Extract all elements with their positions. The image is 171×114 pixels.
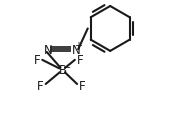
Text: −: − <box>63 62 71 72</box>
Text: F: F <box>37 79 44 92</box>
Text: +: + <box>74 41 82 51</box>
Text: F: F <box>76 53 83 66</box>
Text: N: N <box>72 43 81 56</box>
Text: F: F <box>34 53 41 66</box>
Text: B: B <box>58 64 67 77</box>
Text: N: N <box>44 43 53 56</box>
Text: F: F <box>79 79 85 92</box>
